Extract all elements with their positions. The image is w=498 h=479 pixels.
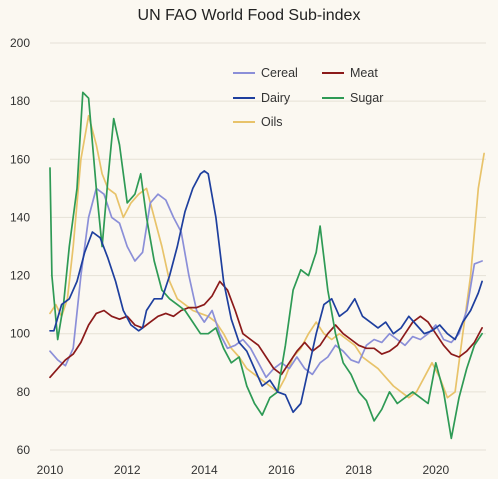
legend: Cereal Meat Dairy Sugar Oils xyxy=(233,66,383,129)
legend-label: Dairy xyxy=(261,91,291,105)
y-tick-label: 100 xyxy=(10,327,30,341)
legend-label: Meat xyxy=(350,66,378,80)
y-tick-label: 140 xyxy=(10,210,30,224)
y-tick-label: 60 xyxy=(17,443,31,457)
x-tick-label: 2014 xyxy=(191,463,218,477)
y-tick-label: 200 xyxy=(10,36,30,50)
y-tick-label: 160 xyxy=(10,152,30,166)
y-tick-label: 180 xyxy=(10,94,30,108)
series-line-sugar xyxy=(49,91,483,440)
legend-label: Oils xyxy=(261,115,283,129)
legend-item-meat: Meat xyxy=(322,66,378,80)
x-tick-label: 2020 xyxy=(422,463,449,477)
chart-title: UN FAO World Food Sub-index xyxy=(138,7,361,24)
x-axis: 2010 2012 2014 2016 2018 2020 xyxy=(37,463,450,477)
x-tick-label: 2010 xyxy=(37,463,64,477)
x-tick-label: 2012 xyxy=(114,463,141,477)
series-lines xyxy=(49,91,485,440)
series-line-meat xyxy=(49,280,483,379)
legend-item-dairy: Dairy xyxy=(233,91,291,105)
series-line-oils xyxy=(49,114,485,399)
x-tick-label: 2016 xyxy=(268,463,295,477)
legend-item-cereal: Cereal xyxy=(233,66,298,80)
legend-item-oils: Oils xyxy=(233,115,283,129)
legend-label: Cereal xyxy=(261,66,298,80)
legend-item-sugar: Sugar xyxy=(322,91,383,105)
y-tick-label: 80 xyxy=(17,385,31,399)
y-tick-label: 120 xyxy=(10,269,30,283)
series-line-cereal xyxy=(49,187,483,379)
series-line-dairy xyxy=(49,170,483,414)
legend-label: Sugar xyxy=(350,91,383,105)
x-tick-label: 2018 xyxy=(345,463,372,477)
y-axis: 60 80 100 120 140 160 180 200 xyxy=(10,36,30,457)
